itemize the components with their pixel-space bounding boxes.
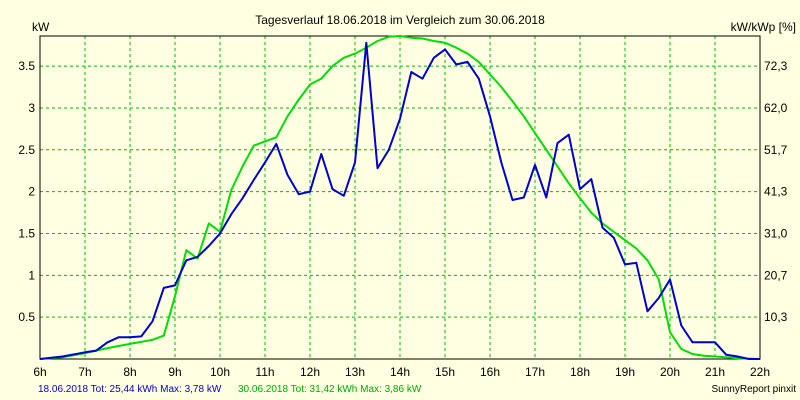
x-tick-label: 12h bbox=[300, 365, 320, 379]
x-tick-label: 19h bbox=[615, 365, 635, 379]
grid-layer bbox=[40, 36, 760, 359]
x-tick-label: 22h bbox=[750, 365, 770, 379]
y-tick-label-right: 41,3 bbox=[764, 185, 788, 199]
y-tick-label-right: 31,0 bbox=[764, 226, 788, 240]
tick-layer: 6h 7h 8h 9h 10h 11h 12h 13h 14h 15h 16h 17h 18h 19h 20… bbox=[18, 59, 787, 379]
y-tick-label-left: 2.5 bbox=[18, 143, 35, 157]
y-tick-label-left: 3.5 bbox=[18, 59, 35, 73]
legend-series-2: 30.06.2018 Tot: 31,42 kWh Max: 3,86 kW bbox=[238, 384, 422, 395]
legend-series-1: 18.06.2018 Tot: 25,44 kWh Max: 3,78 kW bbox=[38, 384, 222, 395]
x-tick-label: 16h bbox=[480, 365, 500, 379]
x-tick-label: 7h bbox=[78, 365, 91, 379]
series-layer bbox=[39, 35, 761, 360]
x-tick-label: 18h bbox=[570, 365, 590, 379]
x-tick-label: 9h bbox=[168, 365, 181, 379]
y-axis-left-label: kW bbox=[32, 20, 50, 34]
y-tick-label-right: 10,3 bbox=[764, 310, 788, 324]
x-tick-label: 15h bbox=[435, 365, 455, 379]
series-line-30.06.2018 bbox=[39, 35, 761, 360]
x-tick-label: 6h bbox=[33, 365, 46, 379]
y-tick-label-right: 20,7 bbox=[764, 268, 788, 282]
x-tick-label: 21h bbox=[705, 365, 725, 379]
series-line-18.06.2018 bbox=[39, 41, 760, 360]
y-tick-label-right: 51,7 bbox=[764, 143, 788, 157]
x-tick-label: 20h bbox=[660, 365, 680, 379]
x-tick-label: 13h bbox=[345, 365, 365, 379]
x-tick-label: 10h bbox=[210, 365, 230, 379]
y-tick-label-left: 3 bbox=[28, 101, 35, 115]
x-tick-label: 17h bbox=[525, 365, 545, 379]
y-axis-right-label: kW/kWp [%] bbox=[731, 20, 796, 34]
y-tick-label-left: 0.5 bbox=[18, 310, 35, 324]
y-tick-label-right: 72,3 bbox=[764, 59, 788, 73]
chart-title: Tagesverlauf 18.06.2018 im Vergleich zum… bbox=[255, 13, 545, 27]
x-tick-label: 11h bbox=[255, 365, 274, 379]
y-tick-label-left: 2 bbox=[28, 185, 35, 199]
y-tick-label-right: 62,0 bbox=[764, 101, 788, 115]
branding-label: SunnyReport pinxit bbox=[712, 384, 797, 395]
y-tick-label-left: 1 bbox=[28, 268, 35, 282]
y-tick-label-left: 1.5 bbox=[18, 226, 35, 240]
x-tick-label: 8h bbox=[123, 365, 136, 379]
x-tick-label: 14h bbox=[390, 365, 410, 379]
